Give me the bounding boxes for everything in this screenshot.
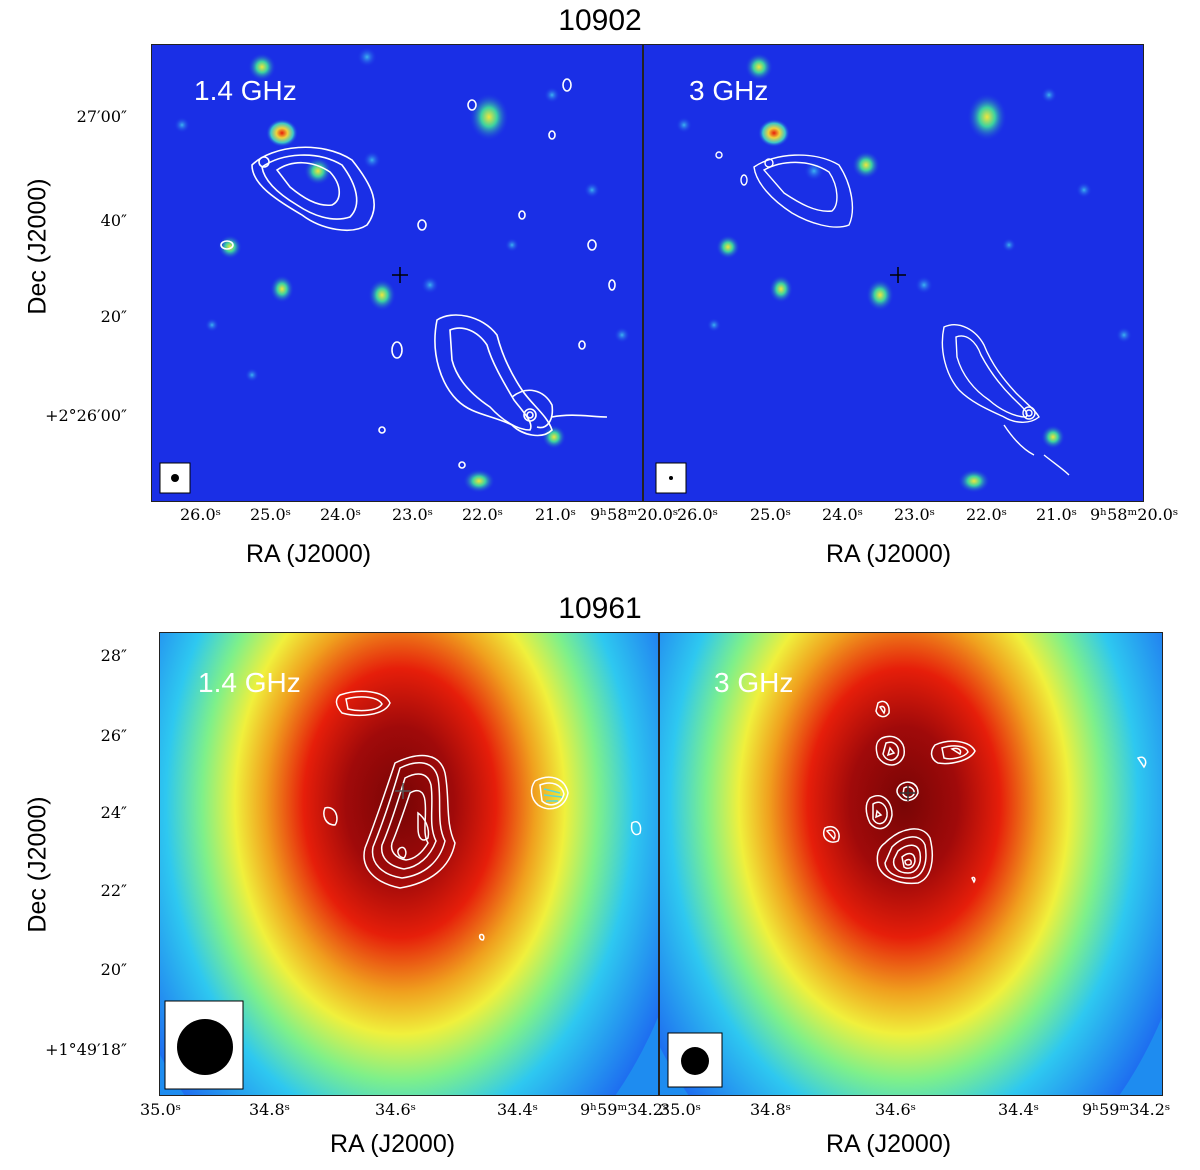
top-y-tick: 40″ (100, 211, 127, 230)
bottom-y-tick: 22″ (100, 881, 127, 900)
top-x-tick: 25.0ˢ (250, 505, 292, 524)
freq-label-bottom-left: 1.4 GHz (198, 667, 301, 698)
crosshair-marker (392, 267, 408, 283)
bottom-x-tick: 34.8ˢ (750, 1100, 792, 1119)
contours (823, 700, 1147, 885)
bottom-y-tick: 24″ (100, 803, 127, 822)
top-right-image (644, 45, 1143, 501)
galaxy-emission (160, 633, 658, 1095)
top-x-tick: 26.0ˢ (677, 505, 719, 524)
crosshair-marker (395, 783, 411, 799)
contours (715, 151, 1070, 476)
bottom-left-panel-1.4ghz: 1.4 GHz (159, 632, 659, 1096)
beam-ellipse (177, 1019, 233, 1075)
bottom-y-tick: 20″ (100, 960, 127, 979)
contours (220, 78, 616, 469)
top-y-tick: 27′00″ (76, 107, 127, 126)
bottom-right-panel-3ghz: 3 GHz (659, 632, 1163, 1096)
bottom-figure-title: 10961 (558, 592, 642, 625)
bottom-y-tick: 26″ (100, 726, 127, 745)
top-x-tick: 24.0ˢ (320, 505, 362, 524)
sources (174, 47, 630, 493)
top-y-tick: +2°26′00″ (45, 406, 127, 425)
top-x-tick: 9ʰ58ᵐ20.0ˢ (1090, 505, 1179, 524)
bottom-x-tick: 34.8ˢ (249, 1100, 291, 1119)
top-x-tick: 26.0ˢ (180, 505, 222, 524)
top-x-tick: 23.0ˢ (894, 505, 936, 524)
bottom-x-tick: 9ʰ59ᵐ34.2ˢ (580, 1100, 669, 1119)
top-left-image (152, 45, 642, 501)
bottom-y-axis-label: Dec (J2000) (23, 796, 52, 933)
beam-box (159, 462, 191, 494)
bottom-x-tick: 34.6ˢ (375, 1100, 417, 1119)
bottom-x-tick: 34.4ˢ (497, 1100, 539, 1119)
top-x-tick: 21.0ˢ (535, 505, 577, 524)
top-x-tick: 24.0ˢ (822, 505, 864, 524)
bottom-x-axis-label-left: RA (J2000) (330, 1130, 456, 1158)
top-x-axis-label-left: RA (J2000) (246, 540, 372, 568)
freq-label-bottom-right: 3 GHz (714, 667, 794, 698)
top-x-tick: 25.0ˢ (750, 505, 792, 524)
top-x-tick: 9ʰ58ᵐ20.0ˢ (590, 505, 679, 524)
freq-label-top-right: 3 GHz (689, 75, 769, 106)
contours (323, 690, 642, 941)
freq-label-top-left: 1.4 GHz (194, 75, 297, 106)
bottom-x-tick: 35.0ˢ (140, 1100, 182, 1119)
bottom-x-axis-label-right: RA (J2000) (826, 1130, 952, 1158)
bottom-y-tick: 28″ (100, 646, 127, 665)
top-y-axis-label: Dec (J2000) (23, 178, 52, 315)
bottom-x-tick: 35.0ˢ (660, 1100, 702, 1119)
bottom-right-image (660, 633, 1162, 1095)
top-right-panel-3ghz: 3 GHz (643, 44, 1144, 502)
top-x-tick: 22.0ˢ (966, 505, 1008, 524)
bottom-x-tick: 34.6ˢ (875, 1100, 917, 1119)
bottom-x-tick: 34.4ˢ (998, 1100, 1040, 1119)
bottom-y-tick: +1°49′18″ (45, 1040, 127, 1059)
beam-ellipse (171, 474, 179, 482)
top-x-axis-label-right: RA (J2000) (826, 540, 952, 568)
bottom-x-tick: 9ʰ59ᵐ34.2ˢ (1082, 1100, 1171, 1119)
bottom-left-image (160, 633, 658, 1095)
top-x-tick: 23.0ˢ (392, 505, 434, 524)
top-y-tick: 20″ (100, 307, 127, 326)
top-x-tick: 21.0ˢ (1036, 505, 1078, 524)
top-left-panel-1.4ghz: 1.4 GHz (151, 44, 643, 502)
top-x-tick: 22.0ˢ (462, 505, 504, 524)
top-figure-title: 10902 (558, 4, 642, 37)
